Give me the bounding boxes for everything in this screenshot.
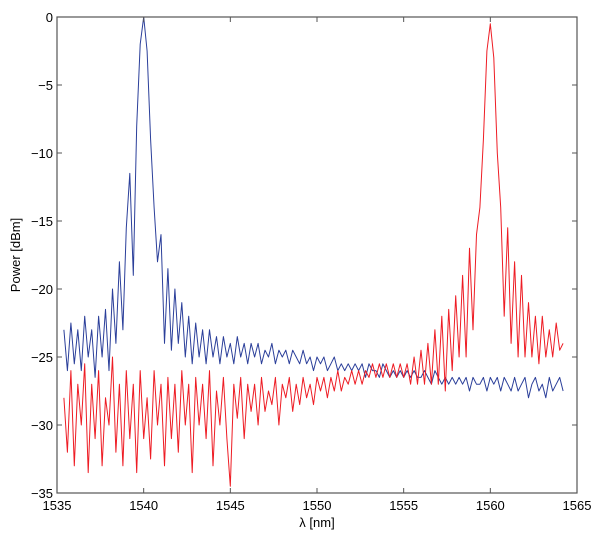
y-tick-label: −5 (38, 78, 53, 93)
y-tick-label: −25 (31, 350, 53, 365)
x-tick-label: 1565 (563, 498, 592, 513)
x-tick-label: 1535 (43, 498, 72, 513)
x-tick-label: 1545 (216, 498, 245, 513)
ticks-layer: 1535 1540 1545 1550 1555 1560 1565 0 −5 −10 −15 −20… (31, 10, 592, 513)
y-tick-label: −15 (31, 214, 53, 229)
x-tick-label: 1550 (303, 498, 332, 513)
series-layer (63, 16, 564, 487)
x-tick-label: 1560 (476, 498, 505, 513)
y-tick-label: 0 (46, 10, 53, 25)
x-axis-label: λ [nm] (299, 515, 334, 530)
y-tick-label: −35 (31, 486, 53, 501)
y-tick-label: −30 (31, 418, 53, 433)
x-tick-label: 1540 (129, 498, 158, 513)
y-tick-label: −10 (31, 146, 53, 161)
series-line-1 (63, 16, 564, 399)
x-tick-label: 1555 (389, 498, 418, 513)
series-line-2 (63, 23, 564, 487)
y-tick-label: −20 (31, 282, 53, 297)
y-axis-label: Power [dBm] (8, 218, 23, 292)
